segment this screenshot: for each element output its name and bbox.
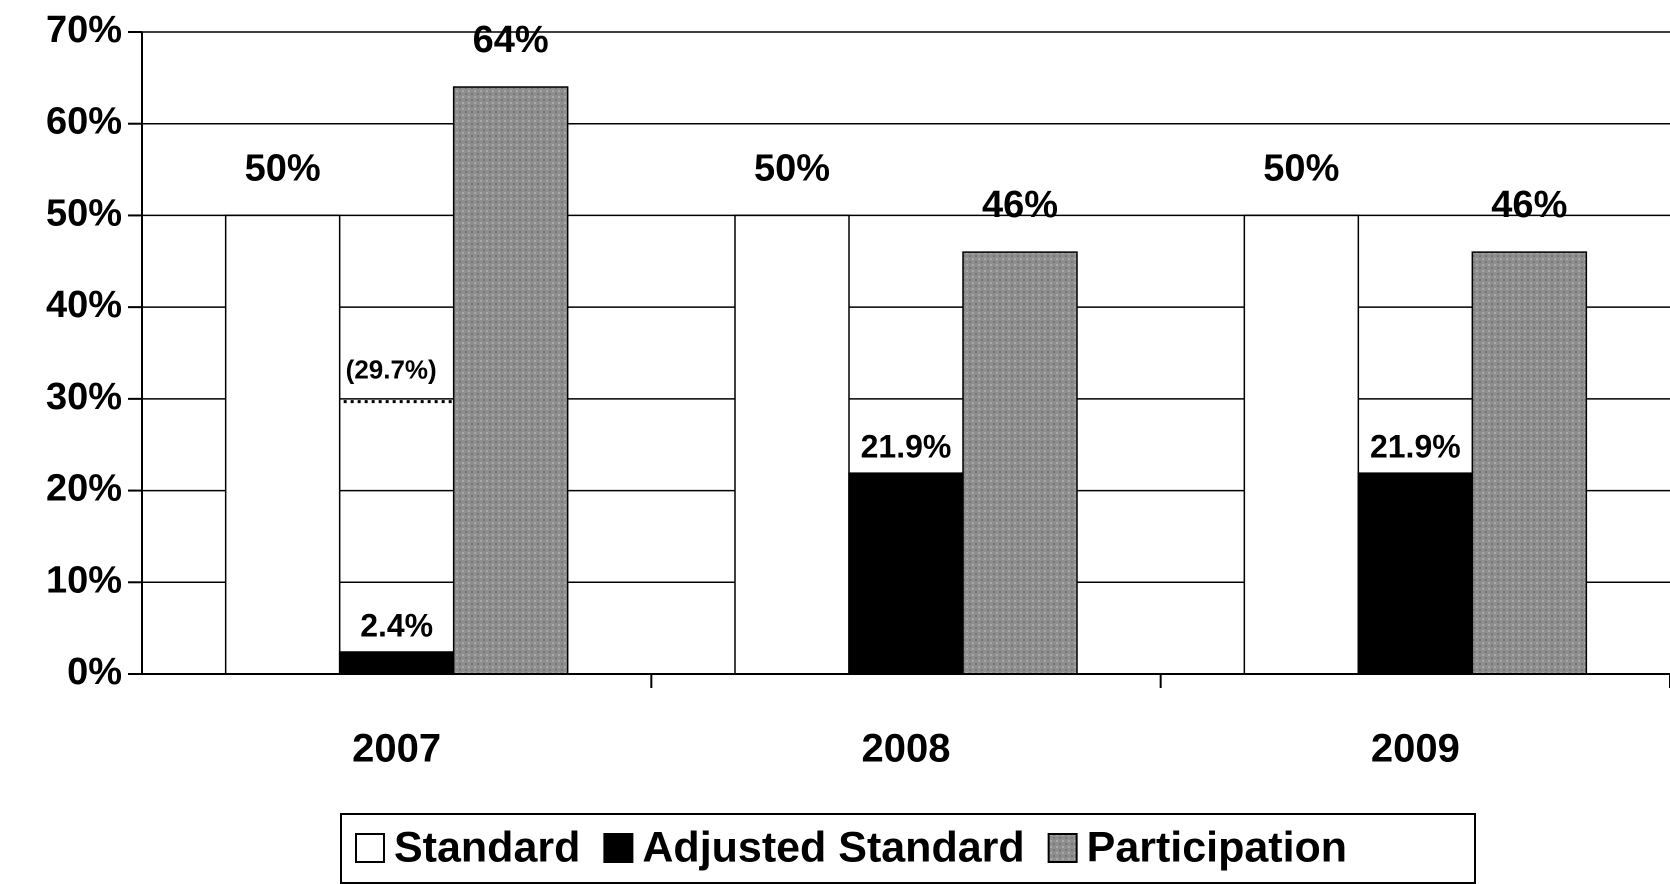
y-tick-label: 70% xyxy=(46,9,122,51)
x-tick-label: 2009 xyxy=(1371,727,1460,771)
legend-label: Participation xyxy=(1087,823,1347,871)
bar xyxy=(338,651,455,675)
bar xyxy=(1471,251,1588,675)
bar xyxy=(1357,472,1474,675)
data-label: 46% xyxy=(982,184,1058,226)
y-tick-label: 50% xyxy=(46,192,122,234)
data-label: 50% xyxy=(754,147,830,189)
data-label: 64% xyxy=(473,19,549,61)
legend-label: Standard xyxy=(394,823,580,871)
data-label: 46% xyxy=(1491,184,1567,226)
y-tick-label: 20% xyxy=(46,468,122,510)
legend-label: Adjusted Standard xyxy=(642,823,1024,871)
bar xyxy=(848,472,964,675)
bar xyxy=(962,251,1078,675)
legend-swatch xyxy=(603,833,634,863)
legend-swatch xyxy=(355,833,385,863)
bar xyxy=(1243,214,1360,675)
y-tick-label: 10% xyxy=(46,559,122,601)
bar xyxy=(452,86,569,675)
y-tick-label: 30% xyxy=(46,376,122,418)
y-tick-label: 40% xyxy=(46,284,122,326)
x-tick-label: 2007 xyxy=(352,727,441,771)
x-tick-label: 2008 xyxy=(862,727,951,771)
y-tick-label: 60% xyxy=(46,101,122,143)
data-label: 50% xyxy=(1263,147,1339,189)
data-label: 21.9% xyxy=(861,429,952,465)
data-label: 2.4% xyxy=(360,607,433,643)
reference-label: (29.7%) xyxy=(346,354,437,384)
y-tick-label: 0% xyxy=(67,651,122,693)
legend-box xyxy=(340,813,1476,884)
data-label: 50% xyxy=(245,147,321,189)
bar xyxy=(734,214,850,675)
bar xyxy=(224,214,341,675)
legend-swatch xyxy=(1047,833,1078,863)
data-label: 21.9% xyxy=(1370,429,1461,465)
